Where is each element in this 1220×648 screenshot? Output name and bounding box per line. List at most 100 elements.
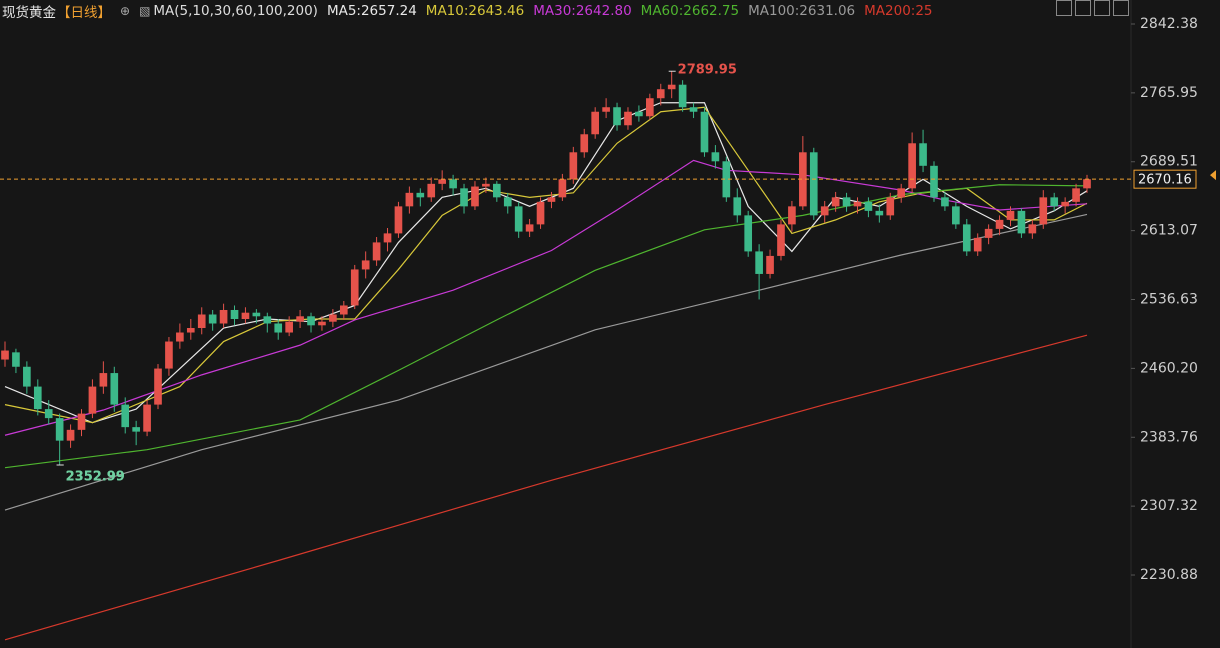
add-icon[interactable]: ⊕ xyxy=(120,4,131,18)
header: 现货黄金 【日线】 ⊕ ▧ MA(5,10,30,60,100,200) MA5… xyxy=(2,1,933,21)
high-annotation: 2789.95 xyxy=(678,63,737,78)
candle-body xyxy=(230,309,239,319)
last-price-box xyxy=(1133,169,1197,189)
legend-entry[interactable]: MA10:2643.46 xyxy=(425,3,525,19)
candle-body xyxy=(733,197,742,216)
candle-body xyxy=(766,255,774,274)
candle-body xyxy=(777,224,785,256)
candle-body xyxy=(121,404,130,428)
candle-body xyxy=(1,350,9,360)
candle-body xyxy=(547,197,556,202)
candle-body xyxy=(55,418,64,441)
low-annotation: 2352.99 xyxy=(66,469,125,484)
tool-button[interactable] xyxy=(1094,0,1110,16)
legend-entry[interactable]: MA5:2657.24 xyxy=(326,3,417,19)
legend-entry[interactable]: MA200:25 xyxy=(864,3,933,19)
candle-body xyxy=(350,269,359,306)
candle-body xyxy=(77,413,86,430)
y-tick-label: 2307.32 xyxy=(1140,498,1198,514)
candle-body xyxy=(842,197,851,207)
candle-body xyxy=(788,206,796,225)
candle-body xyxy=(296,316,304,322)
y-tick-label: 2230.88 xyxy=(1140,567,1198,583)
tool-button[interactable] xyxy=(1056,0,1072,16)
candle-body xyxy=(689,107,698,112)
candle-body xyxy=(722,161,731,198)
candle-body xyxy=(361,260,370,270)
candle-body xyxy=(1050,197,1059,207)
candle-body xyxy=(12,352,20,367)
candle-body xyxy=(241,312,250,319)
symbol[interactable]: 现货黄金 xyxy=(2,5,56,21)
candle-body xyxy=(285,321,293,333)
candle-body xyxy=(318,321,326,326)
period[interactable]: 【日线】 xyxy=(57,5,111,21)
candle-body xyxy=(99,373,108,387)
candle-body xyxy=(744,215,753,252)
candle-body xyxy=(372,242,381,261)
candle-body xyxy=(613,107,621,126)
candle-body xyxy=(514,206,523,232)
candle-body xyxy=(875,210,884,216)
candle-body xyxy=(624,111,632,126)
indicator[interactable]: MA(5,10,30,60,100,200) xyxy=(153,3,318,19)
candle-body xyxy=(799,152,807,207)
legend-entry[interactable]: MA30:2642.80 xyxy=(533,3,632,19)
candle-body xyxy=(307,316,315,326)
last-price-label: 2670.16 xyxy=(1138,173,1192,188)
candle-body xyxy=(897,188,906,198)
tool-button[interactable] xyxy=(1113,0,1129,16)
candle-body xyxy=(165,341,173,369)
ma-line xyxy=(4,184,1088,469)
last-price-arrow xyxy=(1210,170,1216,181)
candle-body xyxy=(580,134,589,153)
candle-body xyxy=(635,111,643,117)
candle-body xyxy=(602,107,610,112)
legend-entry[interactable]: MA60:2662.75 xyxy=(640,3,740,19)
candle-body xyxy=(962,224,971,252)
y-tick-label: 2765.95 xyxy=(1140,85,1198,101)
candle-body xyxy=(66,429,75,441)
candle-body xyxy=(274,323,283,333)
candle-body xyxy=(930,165,938,198)
low-annotation: 2352.99 xyxy=(66,469,125,484)
candle-body xyxy=(33,386,42,410)
candle-body xyxy=(252,312,261,317)
tool-button[interactable] xyxy=(1075,0,1091,16)
candle-body xyxy=(558,179,567,198)
candle-body xyxy=(1006,210,1015,220)
candle-body xyxy=(700,111,709,153)
candle-body xyxy=(525,224,534,232)
candle-body xyxy=(591,111,600,135)
ma-line xyxy=(4,159,1088,436)
candle-body xyxy=(809,152,818,216)
candle-body xyxy=(864,201,873,211)
candle-body xyxy=(919,143,927,166)
candle-body xyxy=(667,84,676,90)
candle-body xyxy=(208,314,217,324)
candle-body xyxy=(88,386,97,414)
candle-body xyxy=(503,197,512,207)
candle-body xyxy=(853,201,862,207)
y-tick-label: 2613.07 xyxy=(1140,223,1198,239)
candle-body xyxy=(154,368,162,405)
candle-body xyxy=(110,373,119,405)
legend-entry[interactable]: MA100:2631.06 xyxy=(748,3,856,19)
candle-body xyxy=(416,192,425,198)
ma-line xyxy=(4,213,1088,511)
candle-body xyxy=(394,206,403,234)
candle-body xyxy=(197,314,206,329)
candle-body xyxy=(1017,210,1026,234)
candle-body xyxy=(143,404,151,432)
candle-body xyxy=(471,186,479,207)
ma-line xyxy=(4,334,1088,641)
candle-body xyxy=(329,314,337,322)
candle-body xyxy=(427,183,436,198)
candle-body xyxy=(984,228,993,238)
candle-body xyxy=(755,251,763,274)
candle-body xyxy=(23,366,31,387)
indicator-icon[interactable]: ▧ xyxy=(139,4,151,18)
candle-body xyxy=(952,206,960,225)
candle-body xyxy=(176,332,184,342)
